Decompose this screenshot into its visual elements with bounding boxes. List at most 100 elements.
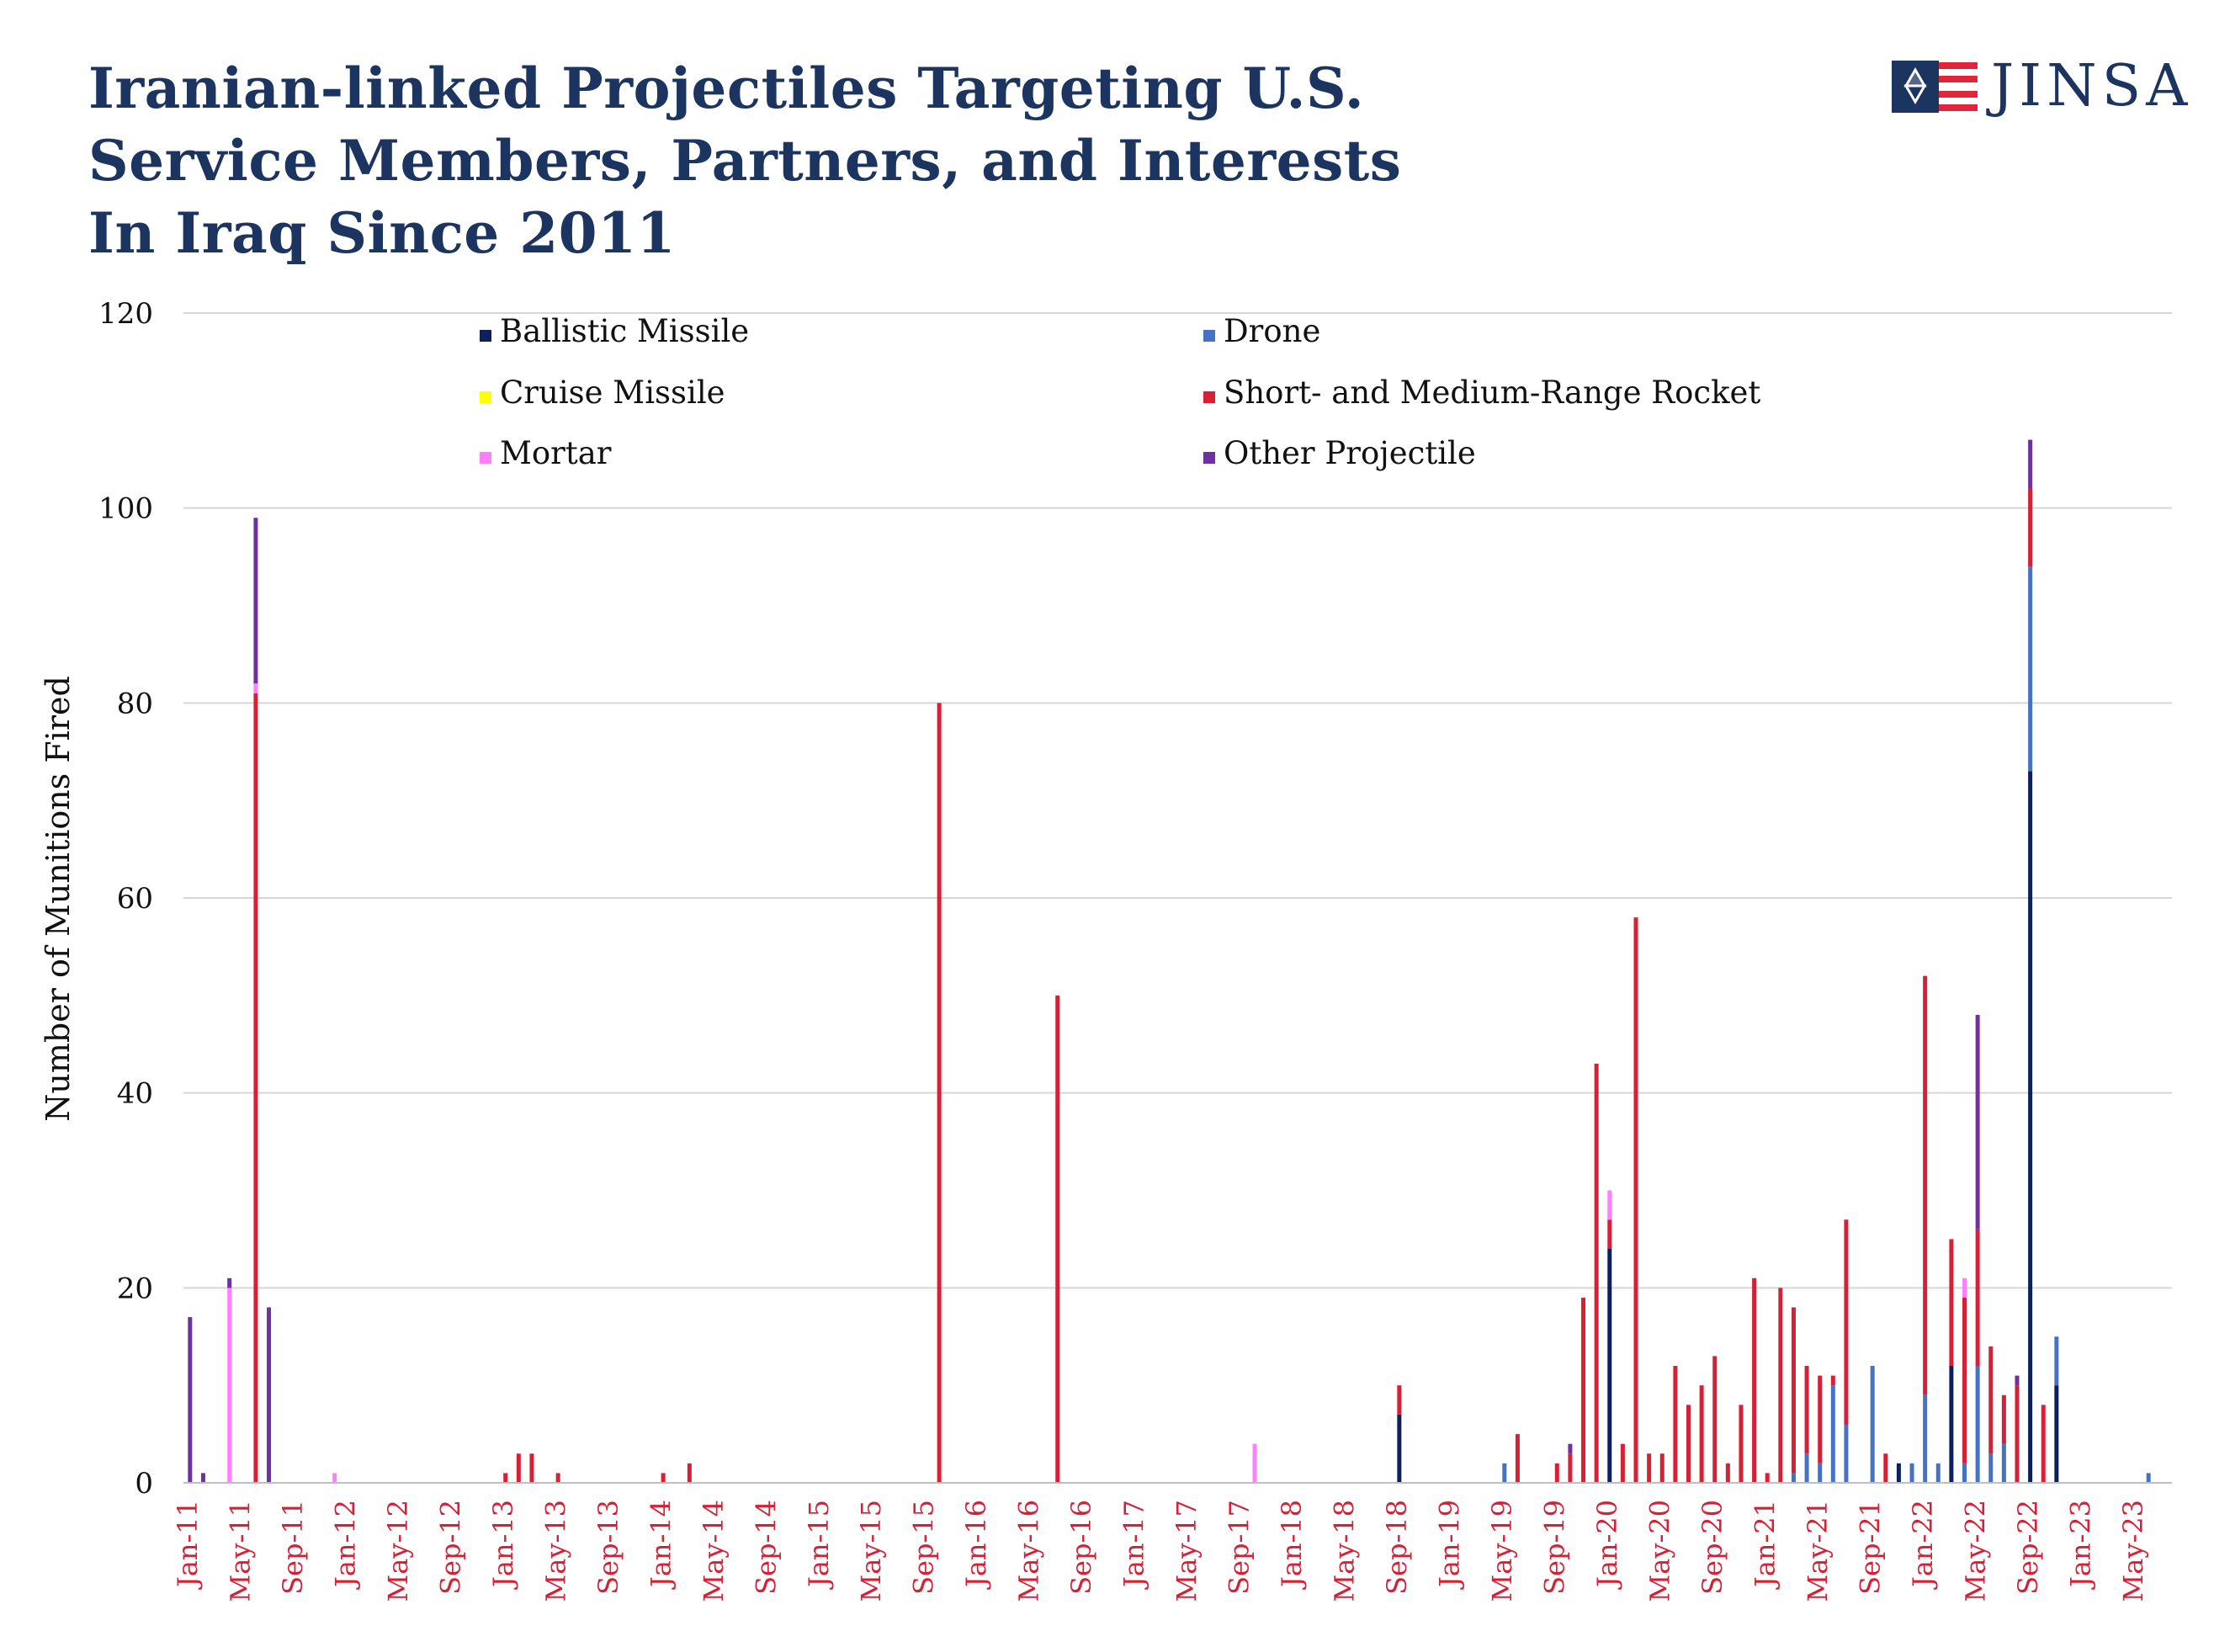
bar-segment bbox=[1830, 1385, 1835, 1483]
x-tick-label: Sep-12 bbox=[434, 1500, 466, 1595]
bar-segment bbox=[1607, 1190, 1612, 1220]
bar-segment bbox=[1909, 1463, 1914, 1483]
legend-swatch bbox=[480, 391, 491, 403]
x-tick-label: Jan-19 bbox=[1434, 1500, 1466, 1590]
bar-segment bbox=[529, 1453, 534, 1483]
x-tick-label: Jan-21 bbox=[1749, 1500, 1781, 1590]
bar-segment bbox=[1975, 1366, 1980, 1483]
x-tick-label: May-20 bbox=[1643, 1500, 1675, 1602]
logo-text: JINSA bbox=[1991, 53, 2193, 120]
x-tick-label: May-12 bbox=[382, 1500, 414, 1602]
bar-segment bbox=[2146, 1473, 2151, 1483]
x-axis-tick-labels: Jan-11 May-11 Sep-11 Jan-12 May-12 Sep-12 Jan-… bbox=[172, 1500, 2149, 1602]
x-tick-label: Sep-19 bbox=[1538, 1500, 1570, 1595]
bar-segment bbox=[1712, 1356, 1718, 1483]
bar-segment bbox=[188, 1317, 193, 1483]
bar-segment bbox=[253, 518, 258, 684]
bar-segment bbox=[2015, 1385, 2020, 1483]
bar-segment bbox=[1975, 1015, 1980, 1230]
jinsa-logo: JINSA bbox=[1892, 57, 2203, 116]
bar-segment bbox=[2001, 1443, 2006, 1483]
bar-segment bbox=[2028, 439, 2033, 489]
x-tick-label: Sep-22 bbox=[2012, 1500, 2044, 1595]
bar-segment bbox=[661, 1473, 666, 1483]
bar-segment bbox=[687, 1463, 692, 1483]
x-tick-label: Sep-21 bbox=[1854, 1500, 1886, 1595]
x-tick-label: Sep-17 bbox=[1224, 1500, 1256, 1595]
chart-title-line-1: Iranian-linked Projectiles Targeting U.S… bbox=[88, 56, 1365, 121]
bar-segment bbox=[1975, 1229, 1980, 1366]
legend-label: Cruise Missile bbox=[500, 374, 725, 411]
bar-segment bbox=[1397, 1414, 1402, 1483]
legend-label: Drone bbox=[1224, 313, 1320, 349]
bar-segment bbox=[937, 703, 942, 1483]
bar-segment bbox=[1554, 1463, 1559, 1483]
y-tick-label: 120 bbox=[98, 297, 153, 331]
legend-label: Short- and Medium-Range Rocket bbox=[1224, 374, 1760, 411]
bar-segment bbox=[1594, 1063, 1599, 1483]
bar-segment bbox=[1791, 1473, 1796, 1483]
x-tick-label: May-11 bbox=[224, 1500, 256, 1602]
x-tick-label: Jan-15 bbox=[803, 1500, 835, 1590]
bar-segment bbox=[1633, 917, 1638, 1483]
x-tick-label: Jan-12 bbox=[329, 1500, 361, 1590]
x-tick-label: May-17 bbox=[1171, 1500, 1203, 1602]
bar-segment bbox=[1923, 1394, 1928, 1483]
flag-star-icon bbox=[1892, 61, 1978, 113]
x-tick-label: Sep-13 bbox=[592, 1500, 624, 1595]
bar-segment bbox=[2028, 488, 2033, 567]
bar-segment bbox=[1502, 1463, 1507, 1483]
y-axis-tick-labels: 0 20 40 60 80 100 120 bbox=[98, 297, 153, 1501]
y-axis-label: Number of Munitions Fired bbox=[40, 676, 77, 1122]
x-tick-label: May-22 bbox=[1959, 1500, 1991, 1602]
gridlines bbox=[183, 312, 2172, 1289]
bar-segment bbox=[1896, 1463, 1901, 1483]
chart-title-line-3: In Iraq Since 2011 bbox=[88, 200, 676, 266]
bar-segment bbox=[1962, 1463, 1967, 1483]
x-tick-label: Jan-16 bbox=[960, 1500, 992, 1590]
bar-segment bbox=[227, 1288, 232, 1483]
bar-segment bbox=[1830, 1375, 1835, 1386]
bar-segment bbox=[1397, 1385, 1402, 1415]
x-tick-label: May-16 bbox=[1013, 1500, 1045, 1602]
bar-segment bbox=[1620, 1443, 1625, 1483]
legend: Ballistic Missile Drone Cruise Missile Shor… bbox=[480, 313, 1760, 471]
legend-swatch bbox=[1203, 330, 1215, 342]
bar-segment bbox=[1923, 975, 1928, 1395]
x-tick-label: Jan-23 bbox=[2064, 1500, 2096, 1590]
bar-segment bbox=[1752, 1278, 1757, 1483]
bar-segment bbox=[1949, 1239, 1954, 1366]
bar-segment bbox=[1844, 1219, 1849, 1425]
bar-segment bbox=[1804, 1366, 1809, 1454]
bar-segment bbox=[1568, 1443, 1573, 1454]
bar-segment bbox=[2054, 1385, 2059, 1483]
bar-segment bbox=[1686, 1405, 1691, 1483]
bar-segment bbox=[2041, 1405, 2046, 1483]
legend-swatch bbox=[480, 452, 491, 464]
x-tick-label: Sep-20 bbox=[1696, 1500, 1728, 1595]
bar-segment bbox=[1055, 995, 1060, 1483]
x-tick-label: Sep-18 bbox=[1381, 1500, 1413, 1595]
legend-label: Other Projectile bbox=[1224, 435, 1476, 471]
y-tick-label: 80 bbox=[117, 687, 153, 720]
bar-segment bbox=[1791, 1307, 1796, 1474]
y-tick-label: 40 bbox=[117, 1077, 153, 1111]
bar-segment bbox=[1988, 1346, 1994, 1454]
legend-swatch bbox=[1203, 452, 1215, 464]
bars bbox=[188, 439, 2151, 1483]
bar-segment bbox=[1252, 1443, 1257, 1483]
x-tick-label: May-23 bbox=[2117, 1500, 2149, 1602]
bar-segment bbox=[267, 1307, 272, 1483]
bar-segment bbox=[1568, 1453, 1573, 1483]
bar-segment bbox=[503, 1473, 508, 1483]
x-tick-label: Sep-16 bbox=[1065, 1500, 1097, 1595]
x-tick-label: Jan-11 bbox=[172, 1500, 204, 1590]
bar-segment bbox=[332, 1473, 337, 1483]
bar-segment bbox=[1870, 1366, 1875, 1483]
x-tick-label: Jan-20 bbox=[1591, 1500, 1623, 1590]
x-tick-label: Jan-17 bbox=[1118, 1500, 1150, 1590]
x-tick-label: May-13 bbox=[539, 1500, 571, 1602]
x-tick-label: May-18 bbox=[1329, 1500, 1361, 1602]
x-tick-label: May-21 bbox=[1802, 1500, 1834, 1602]
bar-segment bbox=[1818, 1463, 1823, 1483]
